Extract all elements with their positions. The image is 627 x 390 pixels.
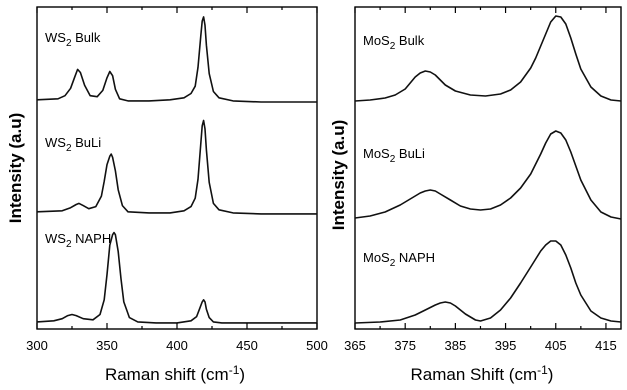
left-series-label-bulk: WS2 Bulk xyxy=(45,30,101,49)
right-x-tick-label: 405 xyxy=(545,338,567,353)
right-traces: MoS2 Bulk MoS2 BuLi MoS2 NAPH xyxy=(354,15,622,324)
right-panel: MoS2 Bulk MoS2 BuLi MoS2 NAPH 365 375 385 395… xyxy=(329,6,622,384)
left-x-tick-label: 350 xyxy=(96,338,118,353)
left-series-label-naph: WS2 NAPH xyxy=(45,231,111,250)
right-series-bulk xyxy=(354,15,622,102)
left-x-ticks: 300 350 400 450 500 xyxy=(26,7,328,353)
left-x-tick-label: 300 xyxy=(26,338,48,353)
right-series-buli xyxy=(354,130,622,220)
left-x-axis-label: Raman shift (cm-1) xyxy=(105,363,245,384)
right-x-tick-label: 375 xyxy=(394,338,416,353)
left-traces: WS2 Bulk WS2 BuLi WS2 NAPH xyxy=(36,16,317,324)
left-x-tick-label: 450 xyxy=(236,338,258,353)
left-series-label-buli: WS2 BuLi xyxy=(45,135,101,154)
left-series-buli xyxy=(36,119,317,215)
right-series-label-bulk: MoS2 Bulk xyxy=(363,33,425,52)
right-x-axis-label: Raman Shift (cm-1) xyxy=(411,363,554,384)
right-series-label-naph: MoS2 NAPH xyxy=(363,250,435,269)
left-x-tick-label: 500 xyxy=(306,338,328,353)
left-plot-frame xyxy=(36,6,318,330)
right-series-naph xyxy=(354,240,622,324)
right-plot-frame xyxy=(354,6,622,330)
left-series-bulk xyxy=(36,16,317,103)
left-x-tick-label: 400 xyxy=(166,338,188,353)
left-panel: WS2 Bulk WS2 BuLi WS2 NAPH 300 350 400 450 500… xyxy=(6,6,328,384)
left-series-naph xyxy=(36,231,317,324)
right-series-label-buli: MoS2 BuLi xyxy=(363,146,425,165)
right-y-axis-label: Intensity (a.u) xyxy=(329,120,348,231)
left-y-axis-label: Intensity (a.u) xyxy=(6,113,25,224)
right-x-tick-label: 415 xyxy=(595,338,617,353)
right-x-tick-label: 385 xyxy=(445,338,467,353)
right-x-tick-label: 365 xyxy=(344,338,366,353)
right-x-tick-label: 395 xyxy=(495,338,517,353)
right-x-ticks: 365 375 385 395 405 415 xyxy=(344,7,617,353)
